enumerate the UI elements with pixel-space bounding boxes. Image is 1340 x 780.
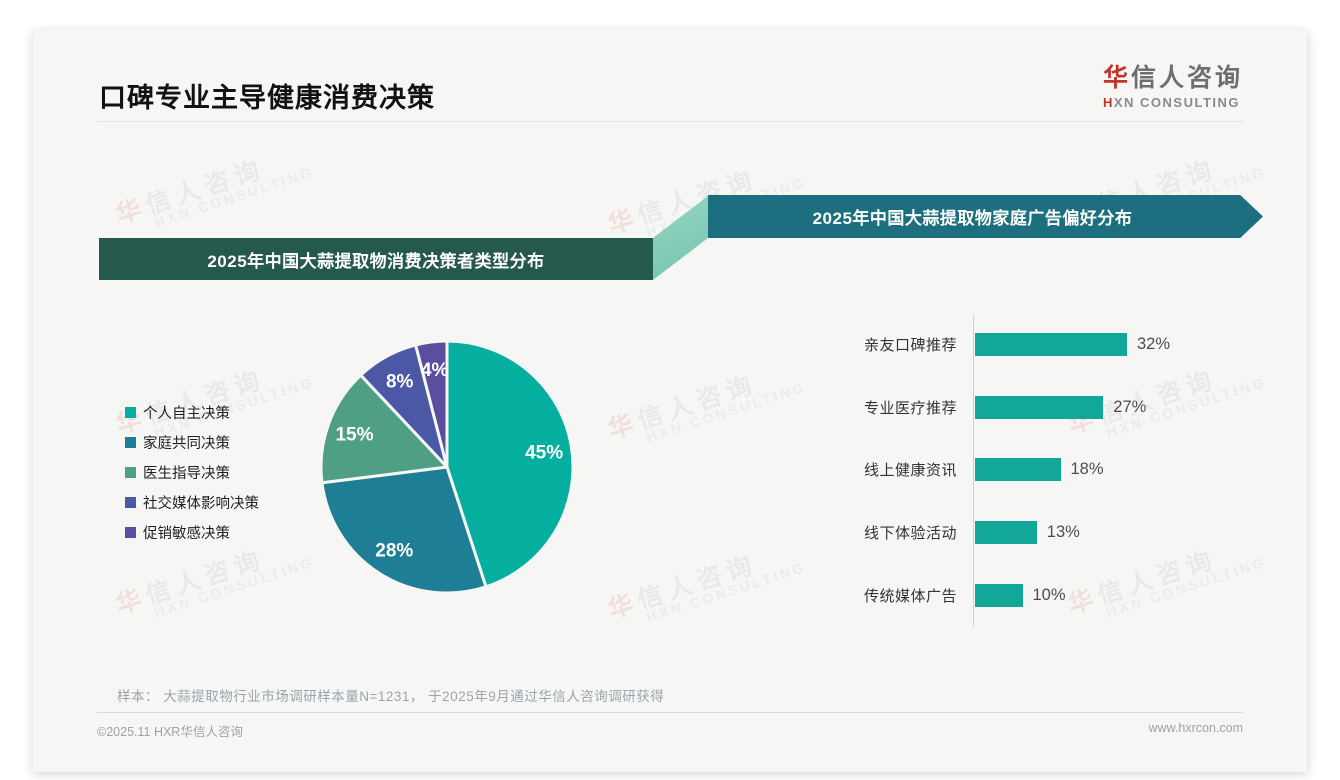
bar-row: 线上健康资讯 18% <box>825 439 1275 502</box>
brand-logo-gray-chars: 信人咨询 <box>1130 64 1243 92</box>
bar-value-label: 27% <box>1113 397 1147 416</box>
brand-logo: 华信人咨询 HXN CONSULTING <box>1103 58 1243 110</box>
bar-fill <box>975 395 1104 419</box>
bar-chart-title-banner: 2025年中国大蒜提取物家庭广告偏好分布 <box>708 195 1263 238</box>
pie-slice <box>445 339 575 589</box>
legend-label: 社交媒体影响决策 <box>143 496 259 512</box>
pie-slice-value-label: 45% <box>525 442 563 463</box>
bar-category-label: 线上健康资讯 <box>863 462 957 480</box>
bar-row: 线下体验活动 13% <box>825 501 1275 564</box>
legend-swatch <box>125 407 136 418</box>
pie-chart: 45% 28% 15% 8% 4% <box>307 327 587 607</box>
brand-logo-english-red: H <box>1102 95 1114 110</box>
brand-logo-english: HXN CONSULTING <box>1103 95 1243 110</box>
website-text: www.hxrcon.com <box>1148 721 1243 735</box>
pie-chart-svg: 45% 28% 15% 8% 4% <box>319 339 575 595</box>
bar-row: 传统媒体广告 10% <box>825 564 1275 627</box>
bar-value-label: 32% <box>1137 334 1171 353</box>
legend-swatch <box>125 497 136 508</box>
legend-label: 个人自主决策 <box>143 406 230 422</box>
legend-item: 医生指导决策 <box>125 462 259 483</box>
legend-swatch <box>125 527 136 538</box>
pie-slice-value-label: 8% <box>386 372 414 393</box>
bar-chart: 亲友口碑推荐 32% 专业医疗推荐 27% 线上健康资讯 18% 线下体验活动 13% 传统媒体… <box>825 313 1275 627</box>
pie-chart-title: 2025年中国大蒜提取物消费决策者类型分布 <box>207 251 545 271</box>
footer: ©2025.11 HXR华信人咨询 www.hxrcon.com <box>97 721 1243 740</box>
bar-category-label: 传统媒体广告 <box>863 588 957 606</box>
brand-logo-red-char: 华 <box>1102 64 1131 92</box>
copyright-text: ©2025.11 HXR华信人咨询 <box>97 725 243 739</box>
banner-fold-connector <box>653 196 708 280</box>
bar-chart-axis-line <box>973 315 974 627</box>
legend-label: 医生指导决策 <box>143 466 230 482</box>
bar-chart-title: 2025年中国大蒜提取物家庭广告偏好分布 <box>812 209 1133 228</box>
bar-category-label: 专业医疗推荐 <box>863 399 957 417</box>
bar-track: 32% <box>975 332 1171 356</box>
bar-track: 10% <box>975 584 1066 608</box>
bar-row: 专业医疗推荐 27% <box>825 376 1275 439</box>
bar-fill <box>975 584 1023 608</box>
sample-note: 样本： 大蒜提取物行业市场调研样本量N=1231， 于2025年9月通过华信人咨… <box>117 689 665 704</box>
bar-fill <box>975 521 1037 545</box>
legend-item: 个人自主决策 <box>125 402 259 423</box>
brand-logo-chinese: 华信人咨询 <box>1103 58 1243 94</box>
pie-slice <box>414 339 449 469</box>
pie-chart-title-banner: 2025年中国大蒜提取物消费决策者类型分布 <box>99 238 653 280</box>
brand-logo-english-gray: XN CONSULTING <box>1113 95 1241 110</box>
bar-value-label: 18% <box>1070 460 1104 479</box>
bar-category-label: 亲友口碑推荐 <box>863 336 957 354</box>
pie-slice-value-label: 28% <box>375 541 413 562</box>
bar-row: 亲友口碑推荐 32% <box>825 313 1275 376</box>
bar-fill <box>975 332 1127 356</box>
bar-track: 27% <box>975 395 1147 419</box>
legend-label: 家庭共同决策 <box>143 436 230 452</box>
pie-slice <box>319 373 449 485</box>
legend-swatch <box>125 467 136 478</box>
footer-divider <box>97 712 1243 713</box>
header-divider <box>97 121 1243 122</box>
bar-track: 13% <box>975 521 1080 545</box>
legend-item: 促销敏感决策 <box>125 522 259 543</box>
legend-item: 社交媒体影响决策 <box>125 492 259 513</box>
bar-value-label: 10% <box>1032 586 1066 605</box>
pie-slice-value-label: 15% <box>335 424 373 445</box>
page-title: 口碑专业主导健康消费决策 <box>99 83 435 113</box>
bar-track: 18% <box>975 458 1104 482</box>
legend-swatch <box>125 437 136 448</box>
bar-fill <box>975 458 1061 482</box>
legend-item: 家庭共同决策 <box>125 432 259 453</box>
bar-value-label: 13% <box>1046 523 1080 542</box>
legend-label: 促销敏感决策 <box>143 526 230 542</box>
pie-slice <box>320 465 488 595</box>
bar-category-label: 线下体验活动 <box>863 525 957 543</box>
pie-slice-value-label: 4% <box>421 360 449 381</box>
pie-legend: 个人自主决策 家庭共同决策 医生指导决策社交媒体影响决策 促销敏感决策 <box>125 402 259 552</box>
